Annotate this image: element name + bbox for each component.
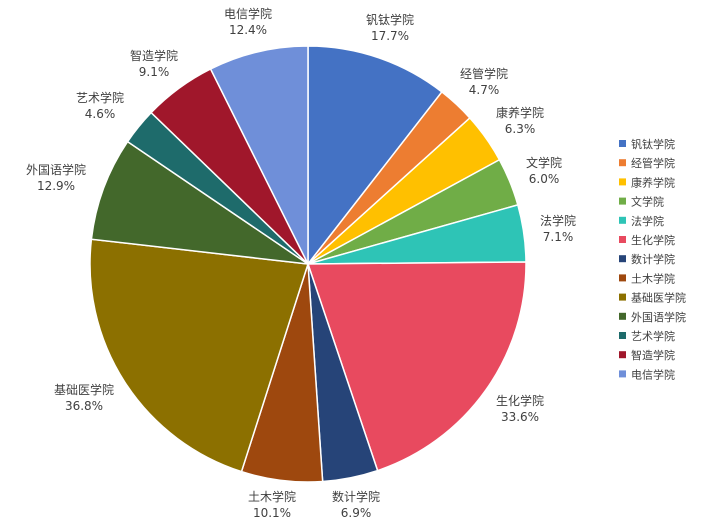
legend-label: 艺术学院 (631, 329, 675, 343)
slice-label-value: 36.8% (65, 399, 103, 413)
legend-label: 钒钛学院 (631, 137, 675, 151)
legend-swatch (619, 159, 626, 167)
slice-label-name: 文学院 (526, 155, 562, 170)
legend-label: 经管学院 (631, 156, 675, 170)
legend-label: 外国语学院 (631, 310, 686, 324)
slice-label-value: 10.1% (253, 506, 291, 520)
slice-label-name: 基础医学院 (54, 382, 114, 397)
slice-labels: 钒钛学院 17.7% 经管学院 4.7% 康养学院 6.3% 文学院 6.0% 法学院 7.1% 生… (26, 6, 576, 520)
slice-label-value: 33.6% (501, 410, 539, 424)
slice-label-name: 钒钛学院 (366, 12, 414, 27)
legend-swatch (619, 351, 626, 359)
pie-slices (89, 45, 527, 483)
legend-label: 土木学院 (631, 271, 675, 285)
legend-label: 文学院 (631, 195, 664, 209)
slice-label-name: 经管学院 (460, 66, 508, 81)
slice-label-name: 智造学院 (130, 48, 178, 63)
slice-label-value: 17.7% (371, 29, 409, 43)
legend-label: 法学院 (631, 214, 664, 228)
legend-swatch (619, 312, 626, 320)
slice-label-name: 生化学院 (496, 393, 544, 408)
legend-label: 康养学院 (631, 175, 675, 189)
legend-swatch (619, 216, 626, 224)
pie-slice (89, 238, 309, 473)
slice-label-name: 艺术学院 (76, 90, 124, 105)
legend-swatch (619, 370, 626, 378)
legend-swatch (619, 274, 626, 282)
legend-swatch (619, 178, 626, 186)
slice-label-name: 外国语学院 (26, 162, 86, 177)
slice-label-name: 法学院 (540, 213, 576, 228)
pie-slice (90, 140, 309, 265)
slice-label-value: 6.9% (341, 506, 372, 520)
legend-swatch (619, 293, 626, 301)
slice-label-value: 12.4% (229, 23, 267, 37)
legend-swatch (619, 197, 626, 205)
slice-label-value: 4.7% (469, 83, 500, 97)
legend-swatch (619, 140, 626, 147)
slice-label-value: 4.6% (85, 107, 116, 121)
legend-swatch (619, 332, 626, 339)
slice-label-value: 12.9% (37, 179, 75, 193)
pie-slice (307, 45, 443, 267)
slice-label-name: 康养学院 (496, 105, 544, 120)
legend-label: 智造学院 (631, 348, 675, 362)
slice-label-name: 数计学院 (332, 489, 380, 504)
legend-swatch (619, 255, 626, 263)
legend: 钒钛学院经管学院康养学院文学院法学院生化学院数计学院土木学院基础医学院外国语学院… (619, 137, 686, 381)
legend-label: 基础医学院 (631, 291, 686, 305)
slice-label-name: 土木学院 (248, 489, 296, 504)
slice-label-name: 电信学院 (224, 6, 272, 21)
pie-slice (306, 261, 527, 472)
legend-label: 生化学院 (631, 233, 675, 247)
slice-label-value: 6.3% (505, 122, 536, 136)
slice-label-value: 7.1% (543, 230, 574, 244)
legend-label: 电信学院 (631, 367, 675, 381)
pie-slice (209, 45, 309, 265)
slice-label-value: 6.0% (529, 172, 560, 186)
legend-label: 数计学院 (631, 252, 675, 266)
legend-swatch (619, 236, 626, 243)
slice-label-value: 9.1% (139, 65, 170, 79)
